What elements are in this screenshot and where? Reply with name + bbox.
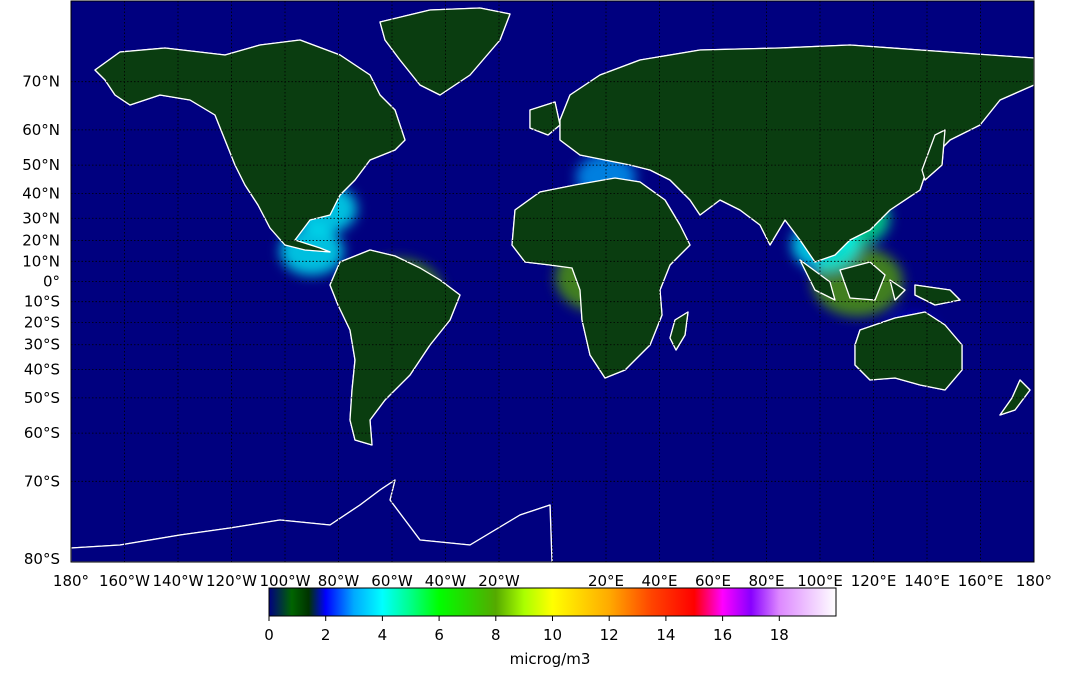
longitude-label: 100°E xyxy=(797,572,843,590)
latitude-label: 20°S xyxy=(24,314,60,332)
colorbar-bar xyxy=(268,587,837,617)
longitude-label: 80°W xyxy=(318,572,360,590)
latitude-label: 60°N xyxy=(22,121,60,139)
longitude-label: 100°W xyxy=(260,572,311,590)
latitude-label: 30°N xyxy=(22,209,60,227)
longitude-label: 140°E xyxy=(904,572,950,590)
colorbar-tick-label: 0 xyxy=(264,626,274,644)
latitude-label: 10°S xyxy=(24,293,60,311)
latitude-label: 0° xyxy=(43,273,60,291)
colorbar-tick-label: 2 xyxy=(321,626,331,644)
colorbar-tick-label: 18 xyxy=(770,626,789,644)
colorbar-tick-label: 10 xyxy=(543,626,562,644)
graticule xyxy=(71,1,1034,562)
latitude-label: 50°S xyxy=(24,389,60,407)
latitude-label: 60°S xyxy=(24,424,60,442)
colorbar-tick-label: 12 xyxy=(600,626,619,644)
map-frame xyxy=(70,0,1035,563)
latitude-label: 40°S xyxy=(24,360,60,378)
colorbar-ticks: 0 2 4 6 8 10 12 14 16 18 xyxy=(264,616,789,644)
latitude-label: 20°N xyxy=(22,231,60,249)
colorbar: 0 2 4 6 8 10 12 14 16 18 microg/m3 xyxy=(264,587,837,668)
longitude-label: 60°E xyxy=(695,572,731,590)
colorbar-tick-label: 16 xyxy=(713,626,732,644)
longitude-label: 120°E xyxy=(851,572,897,590)
latitude-labels: 70°N 60°N 50°N 40°N 30°N 20°N 10°N 0° 10°S 20°S 30… xyxy=(22,73,60,568)
map-area xyxy=(71,1,1034,562)
longitude-label: 40°W xyxy=(425,572,467,590)
colorbar-tick-label: 6 xyxy=(434,626,444,644)
longitude-label: 140°W xyxy=(153,572,204,590)
latitude-label: 70°S xyxy=(24,472,60,490)
colorbar-tick-label: 8 xyxy=(491,626,501,644)
longitude-label: 160°W xyxy=(99,572,150,590)
latitude-label: 10°N xyxy=(22,252,60,270)
colorbar-tick-label: 4 xyxy=(378,626,388,644)
latitude-label: 30°S xyxy=(24,336,60,354)
latitude-label: 70°N xyxy=(22,73,60,91)
latitude-label: 80°S xyxy=(24,550,60,568)
longitude-label: 80°E xyxy=(748,572,784,590)
latitude-label: 50°N xyxy=(22,156,60,174)
longitude-label: 160°E xyxy=(958,572,1004,590)
longitude-label: 20°W xyxy=(478,572,520,590)
longitude-label: 60°W xyxy=(371,572,413,590)
latitude-label: 40°N xyxy=(22,185,60,203)
colorbar-units-label: microg/m3 xyxy=(510,650,591,668)
longitude-labels: 180° 160°W 140°W 120°W 100°W 80°W 60°W 40°W 20°W… xyxy=(53,572,1052,590)
longitude-label: 120°W xyxy=(206,572,257,590)
longitude-label: 40°E xyxy=(641,572,677,590)
longitude-label: 20°E xyxy=(588,572,624,590)
colorbar-tick-label: 14 xyxy=(656,626,675,644)
longitude-label: 180° xyxy=(1016,572,1052,590)
longitude-label: 180° xyxy=(53,572,89,590)
